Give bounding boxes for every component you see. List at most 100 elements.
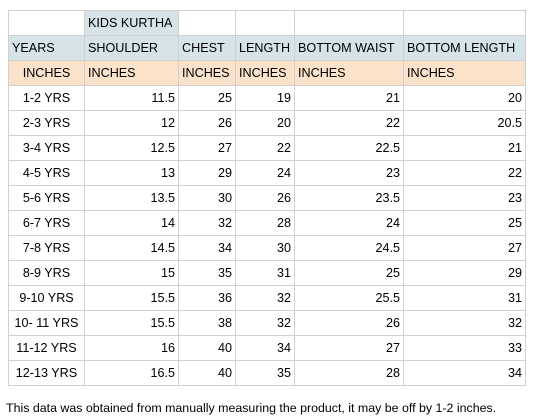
measurement-cell: 15.5 [84, 310, 179, 336]
measurement-cell: 29 [403, 260, 526, 286]
measurement-cell: 22 [403, 160, 526, 186]
measurement-cell: 14 [84, 210, 179, 236]
header-length: LENGTH [235, 35, 295, 61]
unit-cell: INCHES [235, 60, 295, 86]
unit-cell: INCHES [403, 60, 526, 86]
measurement-cell: 12.5 [84, 135, 179, 161]
unit-cell: INCHES [178, 60, 236, 86]
table-row: 5-6 YRS 13.5 30 26 23.5 23 [8, 185, 526, 211]
age-range-cell: 3-4 YRS [8, 135, 85, 161]
measurement-cell: 25 [294, 260, 404, 286]
measurement-cell: 32 [178, 210, 236, 236]
table-row: 2-3 YRS 12 26 20 22 20.5 [8, 110, 526, 136]
measurement-cell: 13 [84, 160, 179, 186]
measurement-cell: 27 [294, 335, 404, 361]
measurement-cell: 20.5 [403, 110, 526, 136]
measurement-cell: 19 [235, 85, 295, 111]
measurement-cell: 26 [294, 310, 404, 336]
table-row: 3-4 YRS 12.5 27 22 22.5 21 [8, 135, 526, 161]
measurement-cell: 40 [178, 335, 236, 361]
measurement-cell: 11.5 [84, 85, 179, 111]
measurement-cell: 24.5 [294, 235, 404, 261]
measurement-cell: 24 [235, 160, 295, 186]
measurement-cell: 28 [235, 210, 295, 236]
measurement-cell: 22 [294, 110, 404, 136]
age-range-cell: 6-7 YRS [8, 210, 85, 236]
measurement-cell: 29 [178, 160, 236, 186]
table-row: 11-12 YRS 16 40 34 27 33 [8, 335, 526, 361]
measurement-cell: 34 [178, 235, 236, 261]
age-range-cell: 12-13 YRS [8, 360, 85, 386]
measurement-cell: 34 [235, 335, 295, 361]
measurement-cell: 26 [178, 110, 236, 136]
measurement-cell: 30 [178, 185, 236, 211]
header-bottom-length: BOTTOM LENGTH [403, 35, 526, 61]
measurement-cell: 34 [403, 360, 526, 386]
measurement-cell: 30 [235, 235, 295, 261]
blank-cell [178, 10, 236, 36]
table-row: 4-5 YRS 13 29 24 23 22 [8, 160, 526, 186]
measurement-cell: 23 [294, 160, 404, 186]
table-row: 1-2 YRS 11.5 25 19 21 20 [8, 85, 526, 111]
age-range-cell: 7-8 YRS [8, 235, 85, 261]
age-range-cell: 9-10 YRS [8, 285, 85, 311]
measurement-cell: 32 [235, 285, 295, 311]
age-range-cell: 8-9 YRS [8, 260, 85, 286]
age-range-cell: 4-5 YRS [8, 160, 85, 186]
measurement-cell: 26 [235, 185, 295, 211]
age-range-cell: 5-6 YRS [8, 185, 85, 211]
unit-cell: INCHES [294, 60, 404, 86]
size-chart-table: KIDS KURTHA YEARS SHOULDER CHEST LENGTH … [8, 10, 526, 386]
measurement-cell: 21 [403, 135, 526, 161]
measurement-cell: 23.5 [294, 185, 404, 211]
measurement-cell: 33 [403, 335, 526, 361]
measurement-cell: 20 [235, 110, 295, 136]
blank-corner-cell [8, 10, 85, 36]
unit-cell: INCHES [84, 60, 179, 86]
measurement-cell: 32 [403, 310, 526, 336]
age-range-cell: 10- 11 YRS [8, 310, 85, 336]
measurement-cell: 22 [235, 135, 295, 161]
measurement-cell: 27 [178, 135, 236, 161]
measurement-cell: 16 [84, 335, 179, 361]
measurement-cell: 25 [403, 210, 526, 236]
header-bottom-waist: BOTTOM WAIST [294, 35, 404, 61]
measurement-cell: 21 [294, 85, 404, 111]
measurement-cell: 27 [403, 235, 526, 261]
age-range-cell: 1-2 YRS [8, 85, 85, 111]
header-chest: CHEST [178, 35, 236, 61]
table-row: 12-13 YRS 16.5 40 35 28 34 [8, 360, 526, 386]
measurement-cell: 31 [403, 285, 526, 311]
measurement-cell: 23 [403, 185, 526, 211]
table-title: KIDS KURTHA [84, 10, 179, 36]
measurement-cell: 20 [403, 85, 526, 111]
age-range-cell: 2-3 YRS [8, 110, 85, 136]
measurement-cell: 31 [235, 260, 295, 286]
table-row: 8-9 YRS 15 35 31 25 29 [8, 260, 526, 286]
measurement-cell: 38 [178, 310, 236, 336]
measurement-cell: 24 [294, 210, 404, 236]
measurement-cell: 14.5 [84, 235, 179, 261]
blank-cell [294, 10, 404, 36]
age-range-cell: 11-12 YRS [8, 335, 85, 361]
measurement-cell: 28 [294, 360, 404, 386]
table-row: 6-7 YRS 14 32 28 24 25 [8, 210, 526, 236]
measurement-cell: 15 [84, 260, 179, 286]
measurement-cell: 25 [178, 85, 236, 111]
header-years: YEARS [8, 35, 85, 61]
measurement-cell: 15.5 [84, 285, 179, 311]
footnote: This data was obtained from manually mea… [6, 401, 497, 415]
measurement-cell: 16.5 [84, 360, 179, 386]
measurement-cell: 25.5 [294, 285, 404, 311]
blank-cell [235, 10, 295, 36]
measurement-cell: 13.5 [84, 185, 179, 211]
measurement-cell: 12 [84, 110, 179, 136]
header-shoulder: SHOULDER [84, 35, 179, 61]
table-row: 9-10 YRS 15.5 36 32 25.5 31 [8, 285, 526, 311]
blank-cell [403, 10, 526, 36]
measurement-cell: 36 [178, 285, 236, 311]
measurement-cell: 35 [178, 260, 236, 286]
table-row: 10- 11 YRS 15.5 38 32 26 32 [8, 310, 526, 336]
measurement-cell: 32 [235, 310, 295, 336]
unit-cell: INCHES [8, 60, 85, 86]
